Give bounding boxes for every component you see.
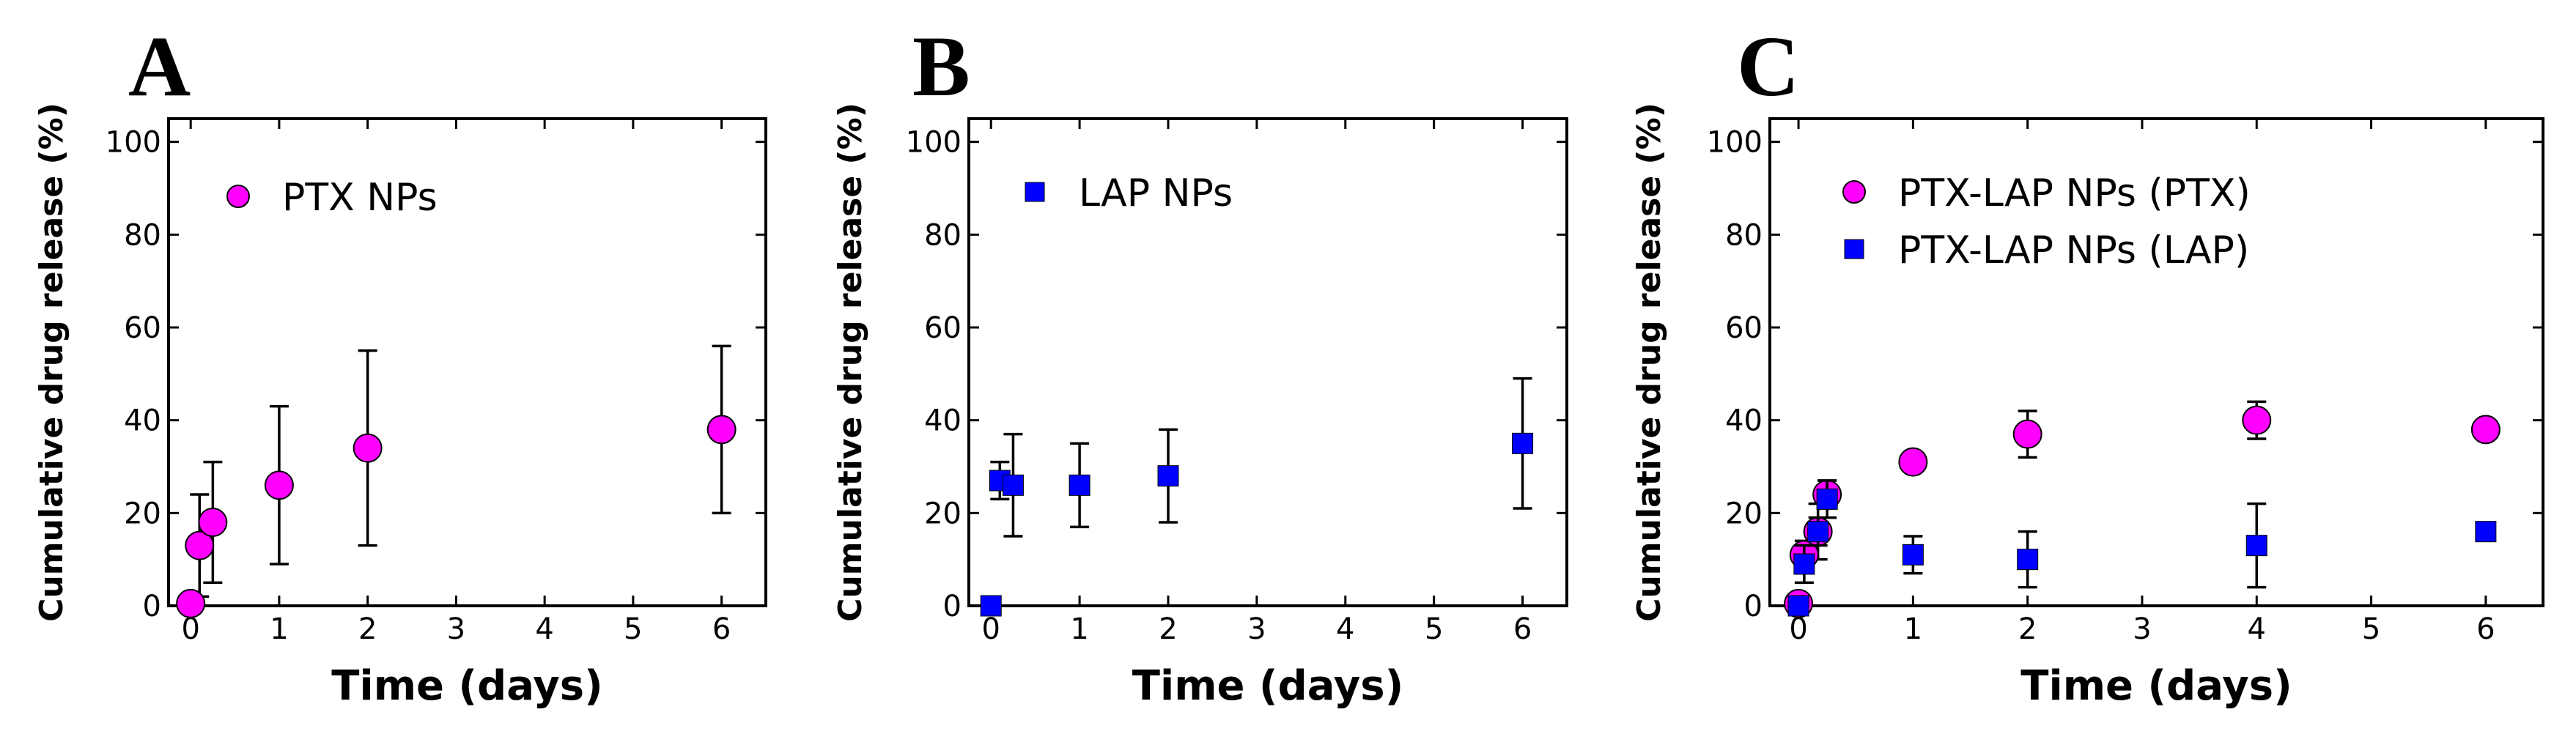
x-tick-label: 4 [1336, 612, 1354, 646]
y-axis-title: Cumulative drug release (%) [33, 103, 70, 622]
y-tick-label: 80 [1725, 218, 1763, 252]
data-point [1807, 521, 1829, 543]
data-point [1816, 488, 1838, 510]
y-tick-label: 80 [124, 218, 161, 252]
y-tick-label: 20 [1725, 497, 1763, 530]
data-point [1898, 447, 1928, 477]
y-axis-title: Cumulative drug release (%) [832, 103, 869, 622]
panel-letter: A [128, 18, 191, 114]
data-point [1002, 474, 1024, 496]
data-point [264, 470, 294, 500]
x-tick-label: 6 [1513, 612, 1532, 646]
x-tick-label: 1 [1070, 612, 1088, 646]
x-axis-title: Time (days) [331, 662, 602, 710]
plot-frame [1768, 117, 2544, 607]
data-point [1793, 553, 1815, 575]
y-tick-label: 60 [924, 311, 962, 345]
data-point [198, 508, 228, 537]
y-tick-label: 60 [1725, 311, 1763, 345]
data-point [2475, 521, 2497, 543]
y-tick-label: 20 [124, 497, 161, 530]
y-tick-label: 40 [924, 404, 962, 438]
data-point [176, 588, 206, 618]
data-point [2242, 405, 2272, 435]
legend-label: LAP NPs [1079, 171, 1233, 215]
data-point [1512, 432, 1534, 454]
y-axis-title: Cumulative drug release (%) [1631, 103, 1668, 622]
x-tick-label: 6 [712, 612, 731, 646]
y-tick-label: 100 [106, 126, 161, 160]
y-tick-label: 40 [124, 404, 161, 438]
data-point [2470, 415, 2501, 445]
legend-marker [1844, 239, 1864, 259]
panel-letter: C [1737, 18, 1799, 114]
legend-label: PTX-LAP NPs (LAP) [1898, 229, 2249, 273]
y-tick-label: 100 [906, 126, 962, 160]
x-tick-label: 5 [624, 612, 642, 646]
data-point [1157, 465, 1179, 487]
data-point [1902, 544, 1924, 566]
legend-marker [1025, 182, 1045, 202]
x-tick-label: 4 [2248, 612, 2266, 646]
y-tick-label: 0 [943, 590, 962, 623]
legend-marker [226, 185, 250, 208]
legend-marker [1842, 180, 1866, 204]
x-tick-label: 1 [270, 612, 288, 646]
y-tick-label: 80 [924, 218, 962, 252]
plot-frame [967, 117, 1568, 607]
x-axis-title: Time (days) [2020, 662, 2292, 710]
x-tick-label: 5 [1425, 612, 1443, 646]
x-tick-label: 4 [535, 612, 553, 646]
data-point [706, 415, 737, 445]
y-tick-label: 60 [124, 311, 161, 345]
legend-label: PTX-LAP NPs (PTX) [1898, 171, 2251, 215]
x-tick-label: 2 [2018, 612, 2037, 646]
x-tick-label: 3 [1247, 612, 1266, 646]
x-tick-label: 3 [2133, 612, 2151, 646]
data-point [1069, 474, 1090, 496]
x-tick-label: 2 [358, 612, 377, 646]
plot-frame [167, 117, 767, 607]
y-tick-label: 0 [143, 590, 161, 623]
y-tick-label: 0 [1744, 590, 1763, 623]
data-point [980, 595, 1002, 617]
x-tick-label: 0 [981, 612, 1000, 646]
legend-label: PTX NPs [282, 176, 438, 220]
y-tick-label: 20 [924, 497, 962, 530]
x-tick-label: 3 [447, 612, 465, 646]
data-point [2017, 549, 2039, 571]
data-point [2245, 535, 2267, 557]
panel-letter: B [912, 18, 970, 114]
data-point [353, 433, 383, 463]
data-point [185, 530, 215, 560]
x-tick-label: 6 [2476, 612, 2495, 646]
x-tick-label: 1 [1904, 612, 1922, 646]
x-axis-title: Time (days) [1132, 662, 1403, 710]
data-point [2012, 419, 2042, 449]
y-tick-label: 100 [1707, 126, 1763, 160]
x-tick-label: 5 [2362, 612, 2380, 646]
x-tick-label: 2 [1159, 612, 1177, 646]
y-tick-label: 40 [1725, 404, 1763, 438]
data-point [1787, 595, 1809, 617]
